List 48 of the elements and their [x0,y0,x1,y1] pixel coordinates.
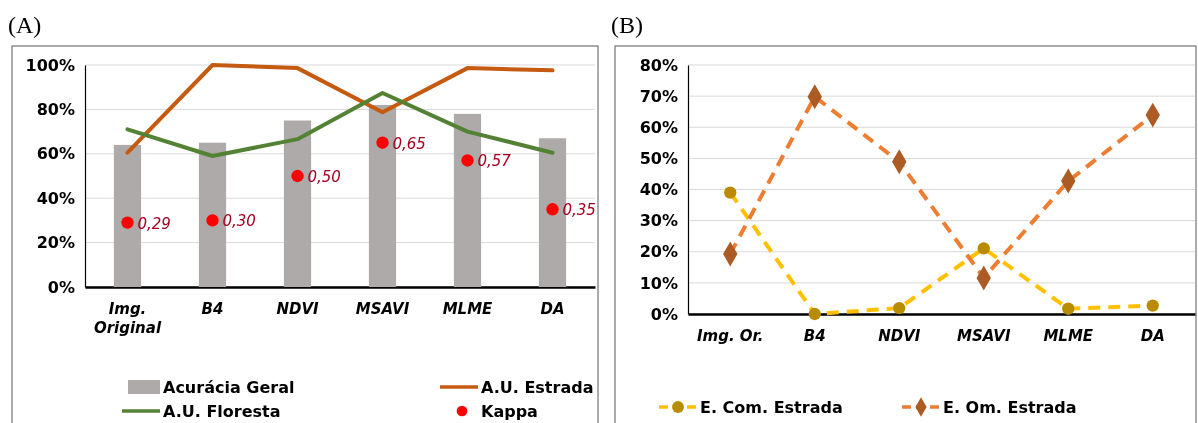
y-tick-label: 100% [25,55,75,75]
point [206,214,219,227]
line-series [125,63,555,155]
y-tick-label: 80% [639,55,678,75]
data-label: 0,57 [477,152,512,171]
x-tick-label: B4 [201,299,224,318]
x-tick-label: Img. Original [93,299,162,338]
y-tick-label: 20% [639,242,678,262]
data-label: 0,30 [222,212,256,231]
chart-title: (A) [8,12,42,38]
y-tick-label: 70% [639,86,678,106]
y-tick-label: 80% [36,100,75,120]
point [461,154,474,167]
legend-label: E. Com. Estrada [700,398,843,417]
x-tick-label: MLME [442,299,494,318]
legend-label: Kappa [481,402,538,421]
point [121,216,134,229]
y-tick-label: 20% [36,233,75,253]
legend-label: E. Om. Estrada [943,398,1077,417]
data-label: 0,50 [307,168,341,186]
point [376,136,389,149]
x-tick-label: MLME [1043,326,1094,345]
y-tick-label: 0% [650,304,678,324]
legend-label: A.U. Floresta [163,402,281,421]
data-label: 0,29 [137,214,171,233]
x-tick-label: NDVI [276,299,320,318]
y-tick-label: 40% [639,180,678,200]
chart-title: (B) [611,12,643,38]
legend-label: Acurácia Geral [163,378,295,397]
x-tick-label: DA [1140,326,1165,345]
point [546,203,559,216]
x-tick-label: MSAVI [956,326,1011,345]
x-tick-label: MSAVI [355,299,410,318]
y-tick-label: 40% [36,188,75,208]
y-tick-label: 30% [639,211,678,231]
y-tick-label: 50% [639,148,678,168]
point [291,169,304,183]
x-tick-label: NDVI [878,326,921,345]
y-tick-label: 0% [47,277,75,297]
y-tick-label: 10% [639,273,678,293]
data-label: 0,65 [392,134,426,153]
legend-label: A.U. Estrada [481,378,594,397]
y-tick-label: 60% [639,117,678,137]
x-tick-label: Img. Or. [696,326,764,345]
x-tick-label: DA [540,299,565,318]
x-tick-label: B4 [803,326,826,345]
data-label: 0,35 [562,201,596,220]
y-tick-label: 60% [36,144,75,164]
